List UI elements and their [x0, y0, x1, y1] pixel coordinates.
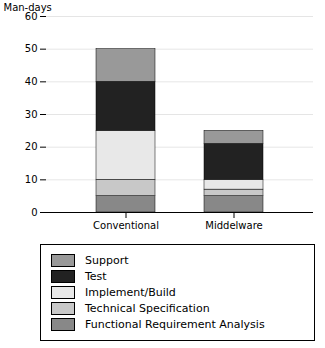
svg-text:Conventional: Conventional — [93, 220, 159, 231]
svg-text:Man-days: Man-days — [4, 2, 52, 13]
html-text:Test: Test — [85, 270, 107, 283]
html-text:Support: Support — [85, 254, 129, 267]
svg-text:10: 10 — [25, 174, 38, 185]
svg-text:Middelware: Middelware — [205, 220, 262, 231]
svg-text:40: 40 — [25, 76, 38, 87]
svg-text:20: 20 — [25, 141, 38, 152]
svg-text:60: 60 — [24, 10, 38, 22]
html-text:Technical Specification: Technical Specification — [85, 302, 210, 315]
html-text:Implement/Build: Implement/Build — [85, 286, 176, 299]
svg-text:30: 30 — [25, 109, 38, 120]
svg-text:50: 50 — [25, 43, 38, 54]
svg-text:0: 0 — [31, 207, 37, 218]
html-text:Functional Requirement Analysi: Functional Requirement Analysis — [85, 318, 265, 331]
